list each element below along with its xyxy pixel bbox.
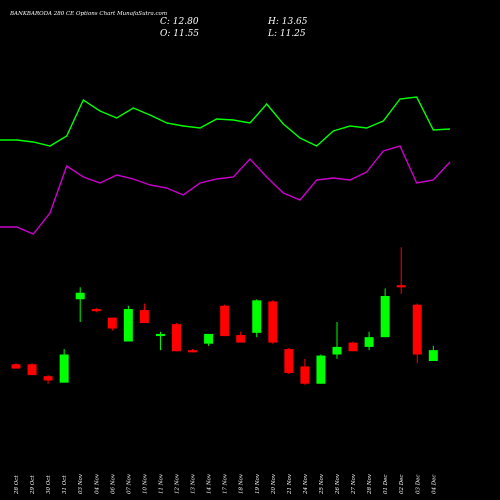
x-tick-label: 04 Dec (431, 475, 437, 495)
candle-body (43, 376, 53, 381)
candle-body (428, 350, 438, 361)
candle-body (11, 364, 21, 369)
x-tick-label: 11 Nov (158, 473, 164, 494)
candle-body (27, 364, 37, 376)
x-tick-label: 28 Nov (367, 473, 373, 495)
indicator-lines (0, 96, 451, 235)
x-tick-label: 30 Oct (46, 475, 52, 494)
x-tick-label: 25 Nov (319, 473, 325, 495)
candle-body (316, 355, 326, 384)
candle-body (188, 350, 198, 353)
x-tick-label: 26 Nov (335, 473, 341, 495)
x-tick-label: 20 Nov (271, 473, 277, 495)
candle-body (412, 304, 422, 355)
candle-body (396, 285, 406, 288)
candle-body (348, 342, 358, 352)
x-tick-label: 02 Dec (399, 475, 405, 495)
close-value: C: 12.80 (160, 17, 199, 27)
candle-body (91, 309, 101, 312)
candle-body (172, 324, 181, 352)
x-tick-label: 21 Nov (287, 473, 293, 495)
x-tick-label: 28 Oct (14, 475, 20, 495)
x-tick-label: 12 Nov (175, 473, 181, 494)
x-tick-label: 24 Nov (303, 473, 309, 495)
x-tick-label: 18 Nov (239, 473, 245, 494)
x-tick-label: 17 Nov (223, 473, 229, 494)
candle-body (332, 346, 342, 355)
candle-body (107, 317, 117, 329)
candle-body (123, 309, 133, 342)
x-tick-label: 27 Nov (351, 473, 357, 495)
candle-body (284, 349, 294, 373)
x-tick-label: 31 Oct (62, 475, 68, 494)
x-tick-label: 06 Nov (110, 473, 116, 494)
x-tick-label: 29 Oct (30, 475, 36, 495)
x-tick-label: 01 Dec (383, 475, 389, 495)
candle-body (155, 333, 165, 337)
magenta-indicator-line (0, 145, 451, 235)
candle-body (220, 305, 230, 337)
candle-body (59, 354, 69, 383)
candle-body (380, 296, 390, 338)
x-tick-label: 13 Nov (191, 473, 197, 494)
high-value: H: 13.65 (267, 17, 308, 27)
candle-body (252, 300, 262, 333)
candle-body (236, 335, 246, 343)
x-tick-label: 19 Nov (255, 473, 261, 494)
candle-body (75, 292, 85, 300)
candle-body (139, 310, 149, 324)
x-tick-label: 14 Nov (207, 473, 213, 494)
candle-body (268, 301, 278, 343)
x-tick-label: 04 Nov (94, 473, 100, 494)
candle-body (204, 333, 214, 344)
x-tick-label: 03 Dec (415, 475, 421, 495)
x-tick-label: 03 Nov (78, 473, 84, 494)
chart-title: BANKBARODA 280 CE Options Chart MunafaSu… (9, 11, 167, 17)
green-indicator-line (0, 96, 451, 147)
x-axis-ticks: 28 Oct 29 Oct 30 Oct 31 Oct 03 Nov 04 Nov 06 N… (14, 473, 437, 495)
candle-body (364, 337, 374, 347)
candle-body (300, 366, 310, 384)
low-value: L: 11.25 (267, 29, 306, 39)
open-value: O: 11.55 (160, 29, 199, 39)
x-tick-label: 10 Nov (142, 473, 148, 494)
x-tick-label: 07 Nov (126, 473, 132, 494)
candles-group (11, 247, 438, 385)
